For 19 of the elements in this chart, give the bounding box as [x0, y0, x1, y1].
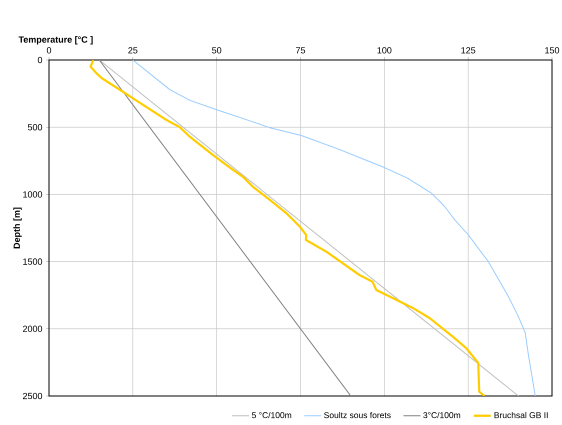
y-tick-label: 2500: [22, 392, 42, 400]
y-tick-label: 500: [28, 124, 42, 130]
x-tick-label: 100: [378, 47, 392, 54]
y-tick-label: 1500: [23, 258, 42, 265]
y-tick-label: 0: [38, 56, 42, 64]
x-tick-label: 25: [128, 47, 138, 54]
legend-label: Soultz sous forets: [324, 412, 391, 418]
legend-label: 3°C/100m: [423, 412, 460, 418]
x-tick-label: 150: [545, 47, 560, 54]
y-tick-label: 2000: [22, 326, 42, 332]
x-axis-title: Temperature [°C ]: [18, 36, 93, 44]
y-axis-title: Depth [m]: [13, 208, 22, 248]
x-tick-label: 125: [461, 47, 476, 54]
x-tick-label: 75: [296, 47, 306, 54]
x-tick-label: 0: [46, 47, 52, 54]
legend-label: Bruchsal GB II: [494, 412, 548, 418]
x-tick-label: 50: [212, 47, 222, 54]
legend-label: 5 °C/100m: [252, 412, 292, 418]
y-tick-label: 1000: [23, 191, 42, 198]
